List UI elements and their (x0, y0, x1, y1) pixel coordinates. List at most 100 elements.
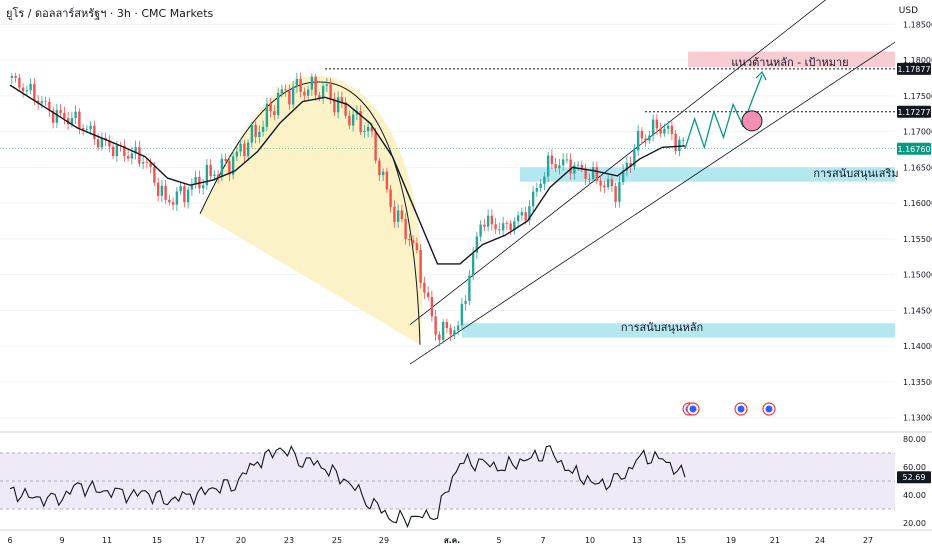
rsi-pane (0, 445, 895, 529)
candle-body (520, 212, 524, 216)
candle-body (273, 111, 276, 116)
candle-body (126, 156, 130, 159)
candle-body (396, 210, 400, 222)
time-tick-label: ส.ค. (444, 536, 460, 545)
candle-body (265, 103, 269, 127)
zone-target (688, 51, 895, 68)
candle-body (85, 129, 89, 131)
candle-body (93, 125, 96, 140)
candle-body (655, 119, 659, 129)
candle-body (681, 139, 685, 141)
candle-body (565, 159, 569, 161)
candle-body (284, 89, 287, 91)
price-marker-label: 1.17277 (897, 108, 930, 117)
candle-body (434, 316, 437, 335)
candle-body (201, 185, 205, 189)
time-tick-label: 21 (770, 536, 780, 545)
price-tick-label: 1.14000 (903, 342, 932, 351)
time-tick-label: 17 (195, 536, 205, 545)
candle-body (254, 124, 257, 137)
candle-body (299, 78, 302, 92)
candle-body (291, 86, 295, 105)
candle-body (44, 101, 47, 103)
time-tick-label: 19 (726, 536, 736, 545)
rsi-marker-box (897, 471, 931, 484)
candle-body (111, 146, 115, 157)
support-secondary-label: การสนับสนุนเสริม (813, 167, 898, 180)
candle-body (269, 103, 272, 112)
projection-arrowhead (755, 70, 767, 81)
ma-line (9, 84, 686, 265)
candle-body (336, 97, 340, 113)
price-tick-label: 1.13000 (903, 414, 932, 423)
candle-body (546, 155, 550, 177)
candle-body (524, 212, 527, 221)
time-axis: 6 9 11 15 17 20 23 25 29 ส.ค. 5 7 10 13 15 19 21 24 27 (0, 529, 932, 545)
candle-body (531, 191, 535, 207)
candle-body (318, 95, 321, 98)
level-lines (0, 68, 895, 150)
candle-body (468, 275, 471, 302)
chart-title: ยูโร / ดอลลาร์สหรัฐฯ · 3h · CMC Markets (6, 7, 214, 20)
candle-body (659, 128, 662, 134)
candle-body (303, 91, 306, 96)
rsi-line (9, 445, 686, 529)
candle-body (378, 160, 381, 176)
time-tick-label: 6 (7, 536, 12, 545)
candle-body (63, 112, 66, 119)
price-marker-box (897, 62, 931, 75)
cup-pattern (199, 75, 423, 345)
candle-body (171, 202, 175, 205)
candle-body (366, 126, 370, 132)
rsi-tick-label: 60.00 (903, 463, 926, 472)
candle-body (456, 325, 460, 331)
candle-body (340, 97, 344, 103)
time-tick-label: 9 (59, 536, 64, 545)
candle-body (138, 147, 141, 164)
candle-body (438, 334, 441, 340)
candle-body (674, 133, 677, 152)
time-tick-label: 27 (863, 536, 873, 545)
candle-body (561, 159, 565, 166)
candle-body (651, 119, 655, 136)
candle-body (543, 176, 546, 184)
candle-body (168, 199, 171, 203)
candle-body (381, 171, 385, 176)
price-marker-label: 1.16760 (897, 145, 930, 154)
price-tick-label: 1.16000 (903, 199, 932, 208)
candle-body (186, 189, 190, 203)
candle-body (258, 131, 261, 137)
candle-body (411, 240, 415, 244)
candle-body (550, 155, 554, 165)
candle-body (644, 138, 647, 141)
candle-body (89, 125, 92, 130)
candle-body (678, 139, 681, 152)
candle-body (108, 140, 111, 147)
candle-body (415, 243, 419, 250)
candle-body (156, 182, 160, 196)
candle-body (36, 100, 40, 104)
price-tick-label: 1.18500 (903, 20, 932, 29)
candle-body (423, 282, 426, 293)
candle-body (276, 93, 280, 116)
candle-body (483, 224, 486, 227)
event-flag-icon (762, 402, 776, 416)
candle-body (160, 185, 164, 196)
price-tick-label: 1.15000 (903, 271, 932, 280)
candle-body (21, 87, 25, 92)
candle-body (558, 165, 561, 169)
candle-body (580, 164, 584, 169)
candle-body (393, 206, 396, 222)
candle-body (130, 153, 134, 159)
candle-body (261, 126, 265, 132)
channel-upper (409, 0, 827, 326)
grid-lines (0, 23, 932, 433)
candle-body (10, 76, 14, 78)
candle-body (70, 118, 74, 125)
time-tick-label: 24 (815, 536, 825, 545)
candle-body (235, 151, 239, 157)
candle-body (539, 183, 542, 189)
candle-body (591, 167, 595, 180)
price-axis: 1.18500 1.18000 1.17500 1.17000 1.16500 1.160… (897, 20, 932, 528)
